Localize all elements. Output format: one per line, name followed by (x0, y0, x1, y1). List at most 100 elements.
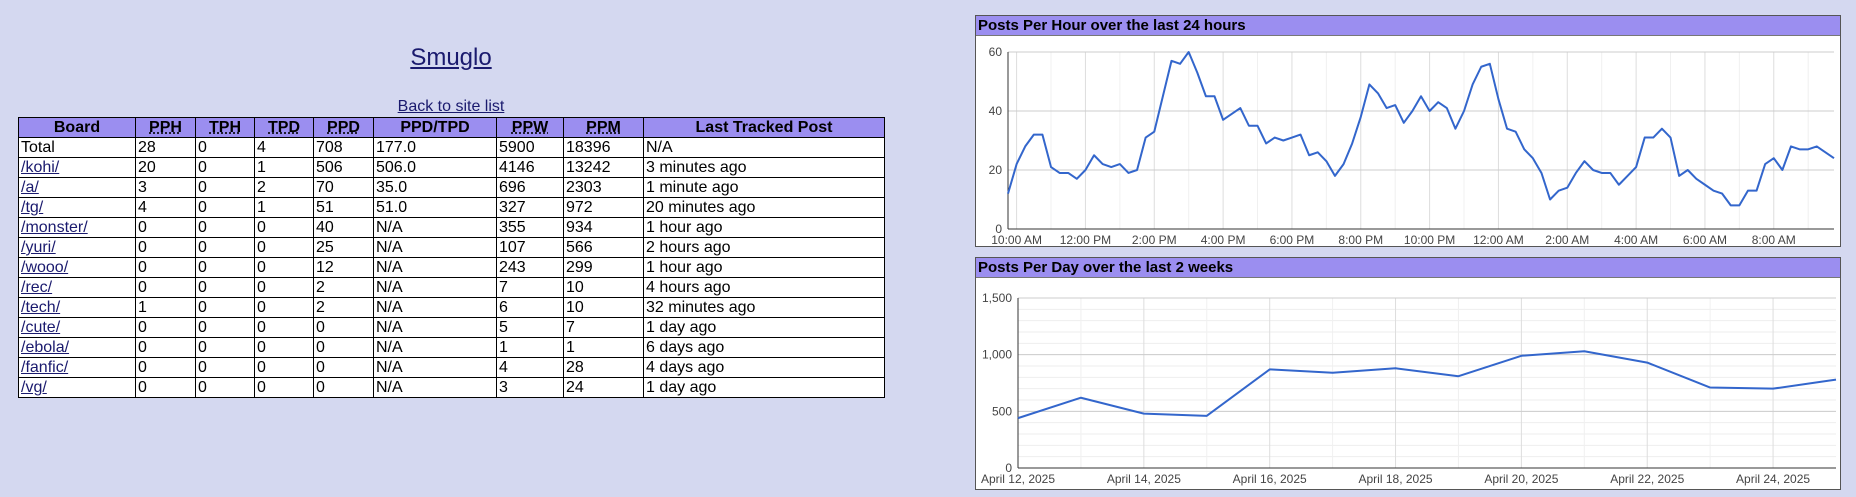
ppd-cell: 708 (313, 137, 374, 158)
data-point (1076, 178, 1078, 180)
data-point (1583, 350, 1585, 352)
back-to-site-list-link[interactable]: Back to site list (397, 98, 505, 115)
x-tick-label: April 16, 2025 (1233, 472, 1307, 486)
data-point (1067, 172, 1069, 174)
data-point (1101, 163, 1103, 165)
ppd-cell: 0 (313, 357, 374, 378)
data-point (1446, 107, 1448, 109)
column-header-abbr: TPH (209, 119, 241, 136)
ppm-cell: 10 (563, 297, 644, 318)
data-point (1360, 116, 1362, 118)
ppw-cell: 696 (496, 177, 564, 198)
ppm-cell: 24 (563, 377, 644, 398)
data-point (1231, 113, 1233, 115)
tpd-cell: 2 (254, 177, 314, 198)
tph-cell: 0 (195, 317, 255, 338)
posts-per-day-plot: 0 500 1,000 1,500 April 12, 2025 April 14, 20… (981, 291, 1837, 486)
ratio-cell: 177.0 (373, 137, 497, 158)
board-link[interactable]: /tech/ (21, 299, 61, 316)
ppw-cell: 5900 (496, 137, 564, 158)
x-tick-label: April 20, 2025 (1484, 472, 1558, 486)
x-tick-label: 10:00 PM (1404, 233, 1455, 247)
data-point (1385, 107, 1387, 109)
data-point (1652, 136, 1654, 138)
ppd-cell: 506 (313, 157, 374, 178)
data-point (1437, 101, 1439, 103)
ratio-cell: 506.0 (373, 157, 497, 178)
ppm-cell: 934 (563, 217, 644, 238)
ppd-cell: 25 (313, 237, 374, 258)
table-row: /wooo/0 0 0 12 N/A 243 299 1 hour ago (18, 257, 885, 278)
ppm-cell: 972 (563, 197, 644, 218)
ratio-cell: N/A (373, 277, 497, 298)
posts-per-hour-chart: Posts Per Hour over the last 24 hours 0 2… (975, 15, 1841, 247)
board-cell: /yuri/ (18, 237, 136, 258)
last-cell: 1 day ago (643, 377, 885, 398)
data-point (1489, 63, 1491, 65)
ppd-cell: 12 (313, 257, 374, 278)
board-link[interactable]: /vg/ (21, 379, 47, 396)
tpd-cell: 0 (254, 237, 314, 258)
pph-cell: 0 (135, 277, 196, 298)
data-point (1600, 172, 1602, 174)
data-point (1457, 375, 1459, 377)
board-link[interactable]: /monster/ (21, 219, 88, 236)
data-point (1205, 95, 1207, 97)
data-point (1454, 128, 1456, 130)
posts-per-hour-plot: 0 20 40 60 10:00 AM 12:00 PM 2:00 PM 4:00 PM 6:0… (989, 45, 1835, 247)
data-point (1162, 95, 1164, 97)
data-point (1497, 98, 1499, 100)
tph-cell: 0 (195, 357, 255, 378)
pph-cell: 0 (135, 217, 196, 238)
site-title-link[interactable]: Smuglo (410, 44, 492, 71)
table-row: /kohi/20 0 1 506 506.0 4146 13242 3 minutes ago (18, 157, 885, 178)
tpd-cell: 1 (254, 157, 314, 178)
ppm-cell: 13242 (563, 157, 644, 178)
table-row: /fanfic/0 0 0 0 N/A 4 28 4 days ago (18, 357, 885, 378)
pph-cell: 4 (135, 197, 196, 218)
pph-cell: 0 (135, 337, 196, 358)
board-link[interactable]: /tg/ (21, 199, 44, 216)
y-tick-label: 0 (995, 222, 1002, 236)
tph-cell: 0 (195, 337, 255, 358)
board-link[interactable]: /rec/ (21, 279, 53, 296)
last-cell: 6 days ago (643, 337, 885, 358)
data-point (1187, 51, 1189, 53)
board-link[interactable]: /fanfic/ (21, 359, 69, 376)
tph-cell: 0 (195, 297, 255, 318)
ppm-cell: 2303 (563, 177, 644, 198)
data-point (1463, 110, 1465, 112)
x-tick-label: April 14, 2025 (1107, 472, 1181, 486)
data-point (1669, 136, 1671, 138)
ratio-cell: N/A (373, 377, 497, 398)
ratio-cell: N/A (373, 217, 497, 238)
table-row: /cute/0 0 0 0 N/A 5 7 1 day ago (18, 317, 885, 338)
x-tick-label: April 12, 2025 (981, 472, 1055, 486)
data-point (1050, 166, 1052, 168)
data-point (1730, 204, 1732, 206)
column-header-abbr: TPD (268, 119, 300, 136)
ppd-cell: 40 (313, 217, 374, 238)
board-link[interactable]: /ebola/ (21, 339, 70, 356)
last-cell: 3 minutes ago (643, 157, 885, 178)
data-point (1557, 189, 1559, 191)
board-link[interactable]: /yuri/ (21, 239, 56, 256)
data-point (1709, 386, 1711, 388)
series-line (1007, 51, 1835, 207)
board-cell: /wooo/ (18, 257, 136, 278)
board-link[interactable]: /a/ (21, 179, 39, 196)
ppd-cell: 70 (313, 177, 374, 198)
board-link[interactable]: /wooo/ (21, 259, 69, 276)
data-point (1575, 172, 1577, 174)
data-point (1206, 415, 1208, 417)
tph-cell: 0 (195, 377, 255, 398)
board-link[interactable]: /kohi/ (21, 159, 60, 176)
data-point (1532, 157, 1534, 159)
board-stats-table: Board PPH TPH TPD PPD PPD/TPD PPW PPM Last Track… (18, 117, 885, 398)
column-header: PPM (563, 117, 644, 138)
ppw-cell: 4 (496, 357, 564, 378)
board-link[interactable]: /cute/ (21, 319, 61, 336)
board-cell: /vg/ (18, 377, 136, 398)
x-tick-label: April 18, 2025 (1359, 472, 1433, 486)
data-point (1342, 163, 1344, 165)
